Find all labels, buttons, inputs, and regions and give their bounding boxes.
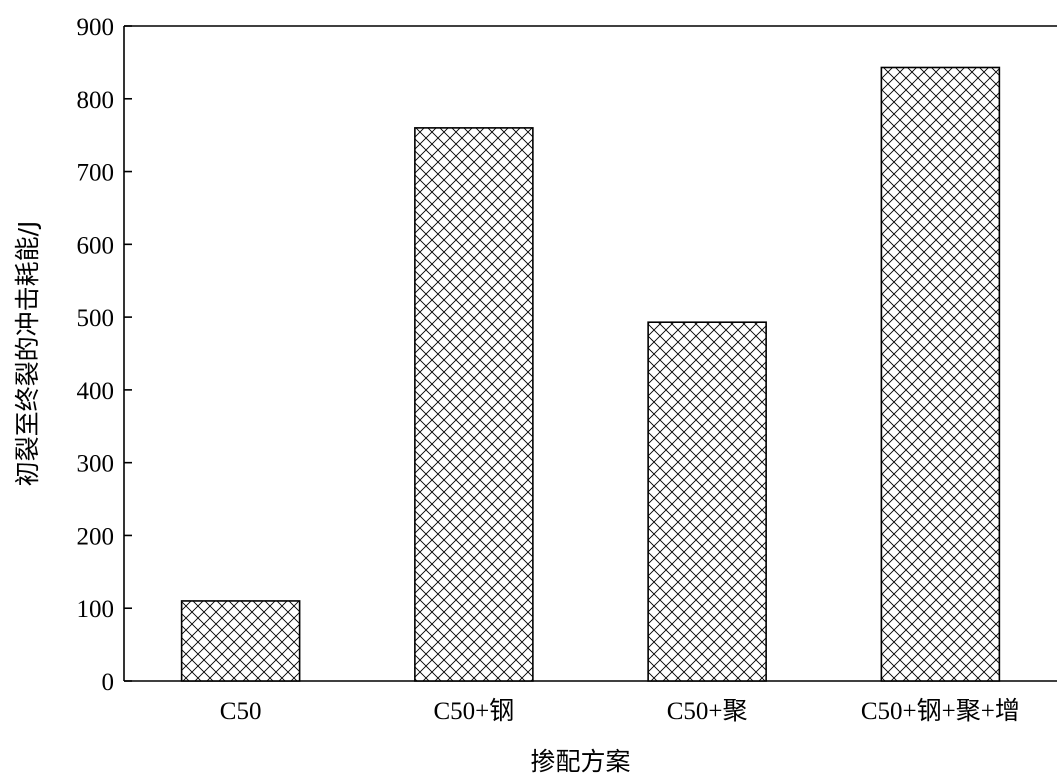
- x-tick-label: C50: [220, 698, 262, 725]
- y-tick-label: 300: [77, 451, 115, 478]
- y-tick-label: 100: [77, 596, 115, 623]
- y-tick-label: 500: [77, 305, 115, 332]
- bar: [880, 66, 1001, 682]
- x-axis-title: 掺配方案: [530, 747, 630, 776]
- y-tick-label: 700: [77, 160, 115, 187]
- y-ticks: 0 100 200 300 400 500 600 700 800 900: [77, 14, 132, 696]
- y-tick-label: 600: [77, 232, 115, 259]
- y-tick-label: 200: [77, 523, 115, 550]
- y-tick-label: 0: [102, 669, 115, 696]
- bar: [180, 600, 301, 682]
- y-tick-label: 900: [77, 14, 115, 41]
- bar: [647, 321, 767, 682]
- y-tick-label: 400: [77, 378, 115, 405]
- y-tick-label: 800: [77, 87, 115, 114]
- x-tick-label: C50+聚: [667, 698, 748, 725]
- x-ticks: C50 C50+钢 C50+聚 C50+钢+聚+增: [220, 697, 1020, 725]
- x-tick-label: C50+钢: [433, 697, 514, 725]
- y-axis-title: 初裂至终裂的冲击耗能/J: [13, 221, 42, 487]
- bar: [414, 127, 534, 682]
- bars: [180, 66, 1001, 682]
- x-tick-label: C50+钢+聚+增: [861, 697, 1020, 725]
